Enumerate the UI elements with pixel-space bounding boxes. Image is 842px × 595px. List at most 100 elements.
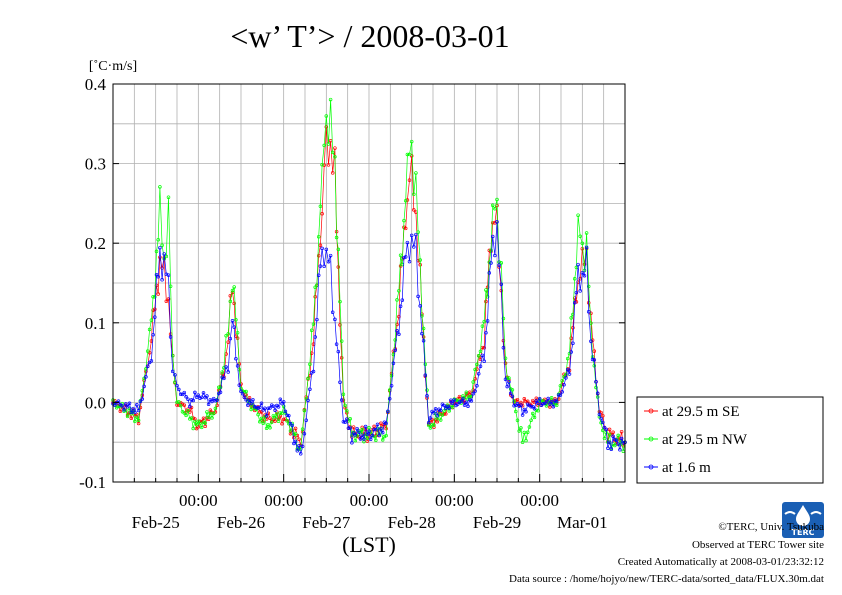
y-tick-label: 0.2 [85, 234, 106, 253]
data-point [386, 409, 390, 413]
data-point [189, 416, 194, 420]
data-point [333, 317, 337, 322]
data-point [619, 429, 624, 434]
data-point [478, 349, 483, 354]
legend-swatch-marker [648, 436, 654, 442]
data-point [239, 389, 243, 394]
legend-swatch-marker [648, 464, 654, 470]
data-point [618, 448, 622, 452]
data-point [599, 416, 603, 421]
data-point [240, 392, 245, 396]
data-point [203, 421, 207, 425]
data-point [339, 398, 344, 402]
data-point [292, 435, 296, 440]
data-point [607, 440, 612, 444]
data-point [389, 383, 394, 388]
data-point [122, 408, 126, 412]
data-point [584, 231, 589, 235]
data-point [120, 403, 124, 408]
x-date-label: Feb-28 [388, 513, 436, 532]
data-point [414, 171, 418, 175]
data-point [405, 152, 410, 157]
data-point [341, 392, 346, 396]
data-point [432, 411, 436, 415]
data-point [234, 318, 238, 322]
data-point [268, 426, 272, 430]
data-point [379, 427, 383, 431]
data-point [271, 404, 276, 409]
data-point [423, 373, 428, 377]
data-point [442, 403, 446, 408]
data-point [311, 369, 316, 374]
data-point [131, 406, 135, 411]
data-point [302, 408, 307, 413]
data-point [316, 234, 321, 239]
data-point [569, 350, 573, 354]
data-point [461, 396, 465, 401]
data-point [324, 247, 329, 252]
data-point [217, 385, 221, 390]
data-point [524, 399, 528, 404]
data-point [127, 406, 132, 411]
data-point [567, 372, 572, 376]
data-point [188, 404, 192, 409]
data-point [409, 139, 414, 144]
data-point [507, 380, 511, 384]
data-point [266, 406, 271, 410]
data-point [438, 418, 443, 422]
data-point [230, 319, 235, 323]
data-point [377, 432, 381, 436]
data-point [320, 246, 324, 251]
data-point [572, 300, 577, 305]
data-point [374, 427, 378, 432]
data-point [478, 364, 483, 368]
data-point [558, 393, 563, 397]
x-date-label: Feb-27 [302, 513, 351, 532]
data-point [358, 437, 363, 441]
data-point [164, 254, 169, 259]
data-point [288, 429, 293, 433]
data-point [324, 114, 329, 118]
data-point [177, 387, 181, 392]
data-point [569, 316, 573, 320]
data-point [177, 400, 181, 404]
data-point [226, 332, 230, 336]
data-point [326, 163, 331, 167]
data-point [232, 301, 236, 306]
data-point [182, 411, 187, 415]
data-point [554, 403, 559, 408]
data-point [473, 367, 477, 372]
data-point [306, 376, 310, 381]
data-point [576, 262, 580, 267]
series-layer [111, 97, 627, 456]
data-point [208, 411, 213, 416]
data-point [341, 419, 346, 424]
data-point [426, 420, 431, 425]
data-point [418, 258, 422, 262]
data-point [484, 288, 488, 292]
data-point [292, 432, 296, 437]
data-point [138, 399, 143, 404]
data-point [199, 395, 204, 399]
data-point [407, 259, 412, 264]
data-point [393, 338, 397, 342]
data-point [519, 403, 523, 407]
data-point [418, 304, 422, 308]
data-point [421, 326, 426, 331]
data-point [259, 401, 264, 406]
data-point [281, 400, 286, 404]
data-point [322, 143, 326, 148]
data-point [372, 427, 376, 432]
legend: at 29.5 m SE at 29.5 m NW at 1.6 m [636, 396, 824, 484]
data-point [300, 444, 305, 449]
data-point [263, 406, 267, 411]
data-point [220, 370, 224, 374]
data-point [501, 316, 506, 321]
data-point [339, 355, 344, 360]
data-point [414, 232, 418, 237]
data-point [510, 388, 515, 392]
data-point [235, 364, 240, 368]
data-point [571, 325, 575, 330]
data-point [133, 419, 137, 424]
data-point [264, 414, 269, 418]
